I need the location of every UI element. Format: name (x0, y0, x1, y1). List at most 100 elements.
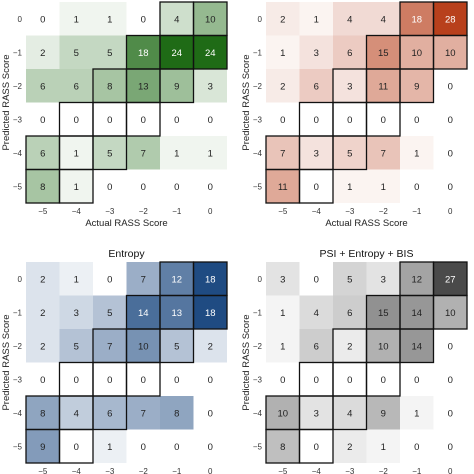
heatmap-cell (433, 136, 467, 170)
heatmap-cell (26, 396, 60, 430)
heatmap-cell (299, 262, 333, 296)
cell-value-label: 4 (347, 14, 352, 25)
heatmap-cell (333, 362, 367, 396)
heatmap-cell (193, 2, 227, 36)
cell-value-label: 13 (138, 81, 149, 92)
cell-value-label: 0 (280, 375, 285, 386)
x-tick-label: −5 (278, 467, 288, 474)
cell-value-label: 11 (378, 81, 388, 92)
adjacent-cell-outline (365, 361, 401, 397)
cell-value-label: 9 (381, 408, 386, 419)
heatmap-cell (333, 2, 367, 36)
heatmap-cell (160, 169, 194, 203)
heatmap-cell (26, 362, 60, 396)
x-axis-label: Actual RASS Score (325, 218, 407, 229)
heatmap-cell (333, 69, 367, 103)
cell-value-label: 6 (107, 408, 112, 419)
y-tick-label: −4 (253, 409, 263, 418)
heatmap-cell (299, 329, 333, 363)
cell-value-label: 0 (208, 375, 213, 386)
cell-value-label: 3 (280, 274, 285, 285)
heatmap-cell (160, 136, 194, 170)
cell-value-label: 5 (107, 308, 112, 319)
heatmap-cell (366, 262, 400, 296)
cell-value-label: 1 (280, 48, 285, 59)
heatmap-cell (299, 35, 333, 69)
heatmap-cell (333, 262, 367, 296)
cell-value-label: 18 (205, 308, 216, 319)
y-axis-label: Predicted RASS Score (241, 54, 252, 150)
cell-value-label: 0 (141, 115, 146, 126)
y-tick-label: 0 (258, 15, 263, 24)
cell-value-label: 12 (171, 274, 182, 285)
x-tick-label: −4 (312, 207, 322, 216)
x-tick-label: −1 (172, 467, 182, 474)
heatmap-cell (93, 169, 127, 203)
heatmap-cell (433, 295, 467, 329)
cell-value-label: 0 (448, 375, 453, 386)
heatmap-cell (299, 429, 333, 463)
cell-value-label: 1 (414, 408, 419, 419)
cell-value-label: 5 (107, 48, 112, 59)
cell-value-label: 1 (414, 148, 419, 159)
cell-value-label: 0 (448, 115, 453, 126)
cell-value-label: 0 (141, 182, 146, 193)
cell-value-label: 3 (347, 81, 352, 92)
heatmap-cell (160, 295, 194, 329)
cell-value-label: 0 (208, 182, 213, 193)
cell-value-label: 9 (40, 442, 45, 453)
heatmap-cell (126, 102, 160, 136)
y-tick-label: −2 (253, 342, 263, 351)
cell-value-label: 0 (107, 115, 112, 126)
cell-value-label: 0 (280, 115, 285, 126)
cell-value-label: 4 (347, 408, 352, 419)
cell-value-label: 1 (347, 182, 352, 193)
heatmap-cell (266, 2, 300, 36)
heatmap-cell (333, 429, 367, 463)
x-tick-label: −2 (379, 467, 389, 474)
heatmap-cell (366, 429, 400, 463)
heatmap-cell (333, 396, 367, 430)
heatmap-cell (193, 35, 227, 69)
heatmap-cell (93, 329, 127, 363)
x-tick-label: −4 (72, 207, 82, 216)
heatmap-cell (433, 429, 467, 463)
heatmap-cell (400, 102, 434, 136)
heatmap-cell (366, 329, 400, 363)
cell-value-label: 3 (314, 148, 319, 159)
heatmap-cell (59, 329, 93, 363)
heatmap-cell (59, 262, 93, 296)
cell-value-label: 0 (448, 148, 453, 159)
heatmap-cell (299, 295, 333, 329)
cell-value-label: 18 (411, 14, 422, 25)
heatmap-cell (400, 362, 434, 396)
heatmap-cell (433, 2, 467, 36)
heatmap-cell (193, 262, 227, 296)
heatmap-cell (266, 35, 300, 69)
heatmap-cell (126, 136, 160, 170)
cell-value-label: 10 (277, 408, 288, 419)
cell-value-label: 0 (414, 182, 419, 193)
cell-value-label: 6 (314, 81, 319, 92)
heatmap-cell (366, 69, 400, 103)
adjacent-cell-outline (192, 294, 228, 330)
cell-value-label: 7 (107, 341, 112, 352)
heatmap-cell (193, 396, 227, 430)
cell-value-label: 1 (381, 442, 386, 453)
heatmap-cell (400, 396, 434, 430)
cell-value-label: 4 (314, 308, 319, 319)
cell-value-label: 10 (138, 341, 149, 352)
adjacent-cell-outline (432, 34, 468, 70)
adjacent-cell-outline (332, 395, 368, 431)
y-tick-label: −1 (13, 308, 23, 317)
cell-value-label: 0 (141, 14, 146, 25)
cell-value-label: 8 (40, 182, 45, 193)
heatmap-cell (266, 102, 300, 136)
adjacent-cell-outline (365, 101, 401, 137)
chart-title: PSI + Entropy + BIS (320, 248, 414, 260)
heatmap-cell (400, 136, 434, 170)
y-tick-label: −1 (13, 48, 23, 57)
cell-value-label: 6 (347, 48, 352, 59)
heatmap-cell (26, 2, 60, 36)
